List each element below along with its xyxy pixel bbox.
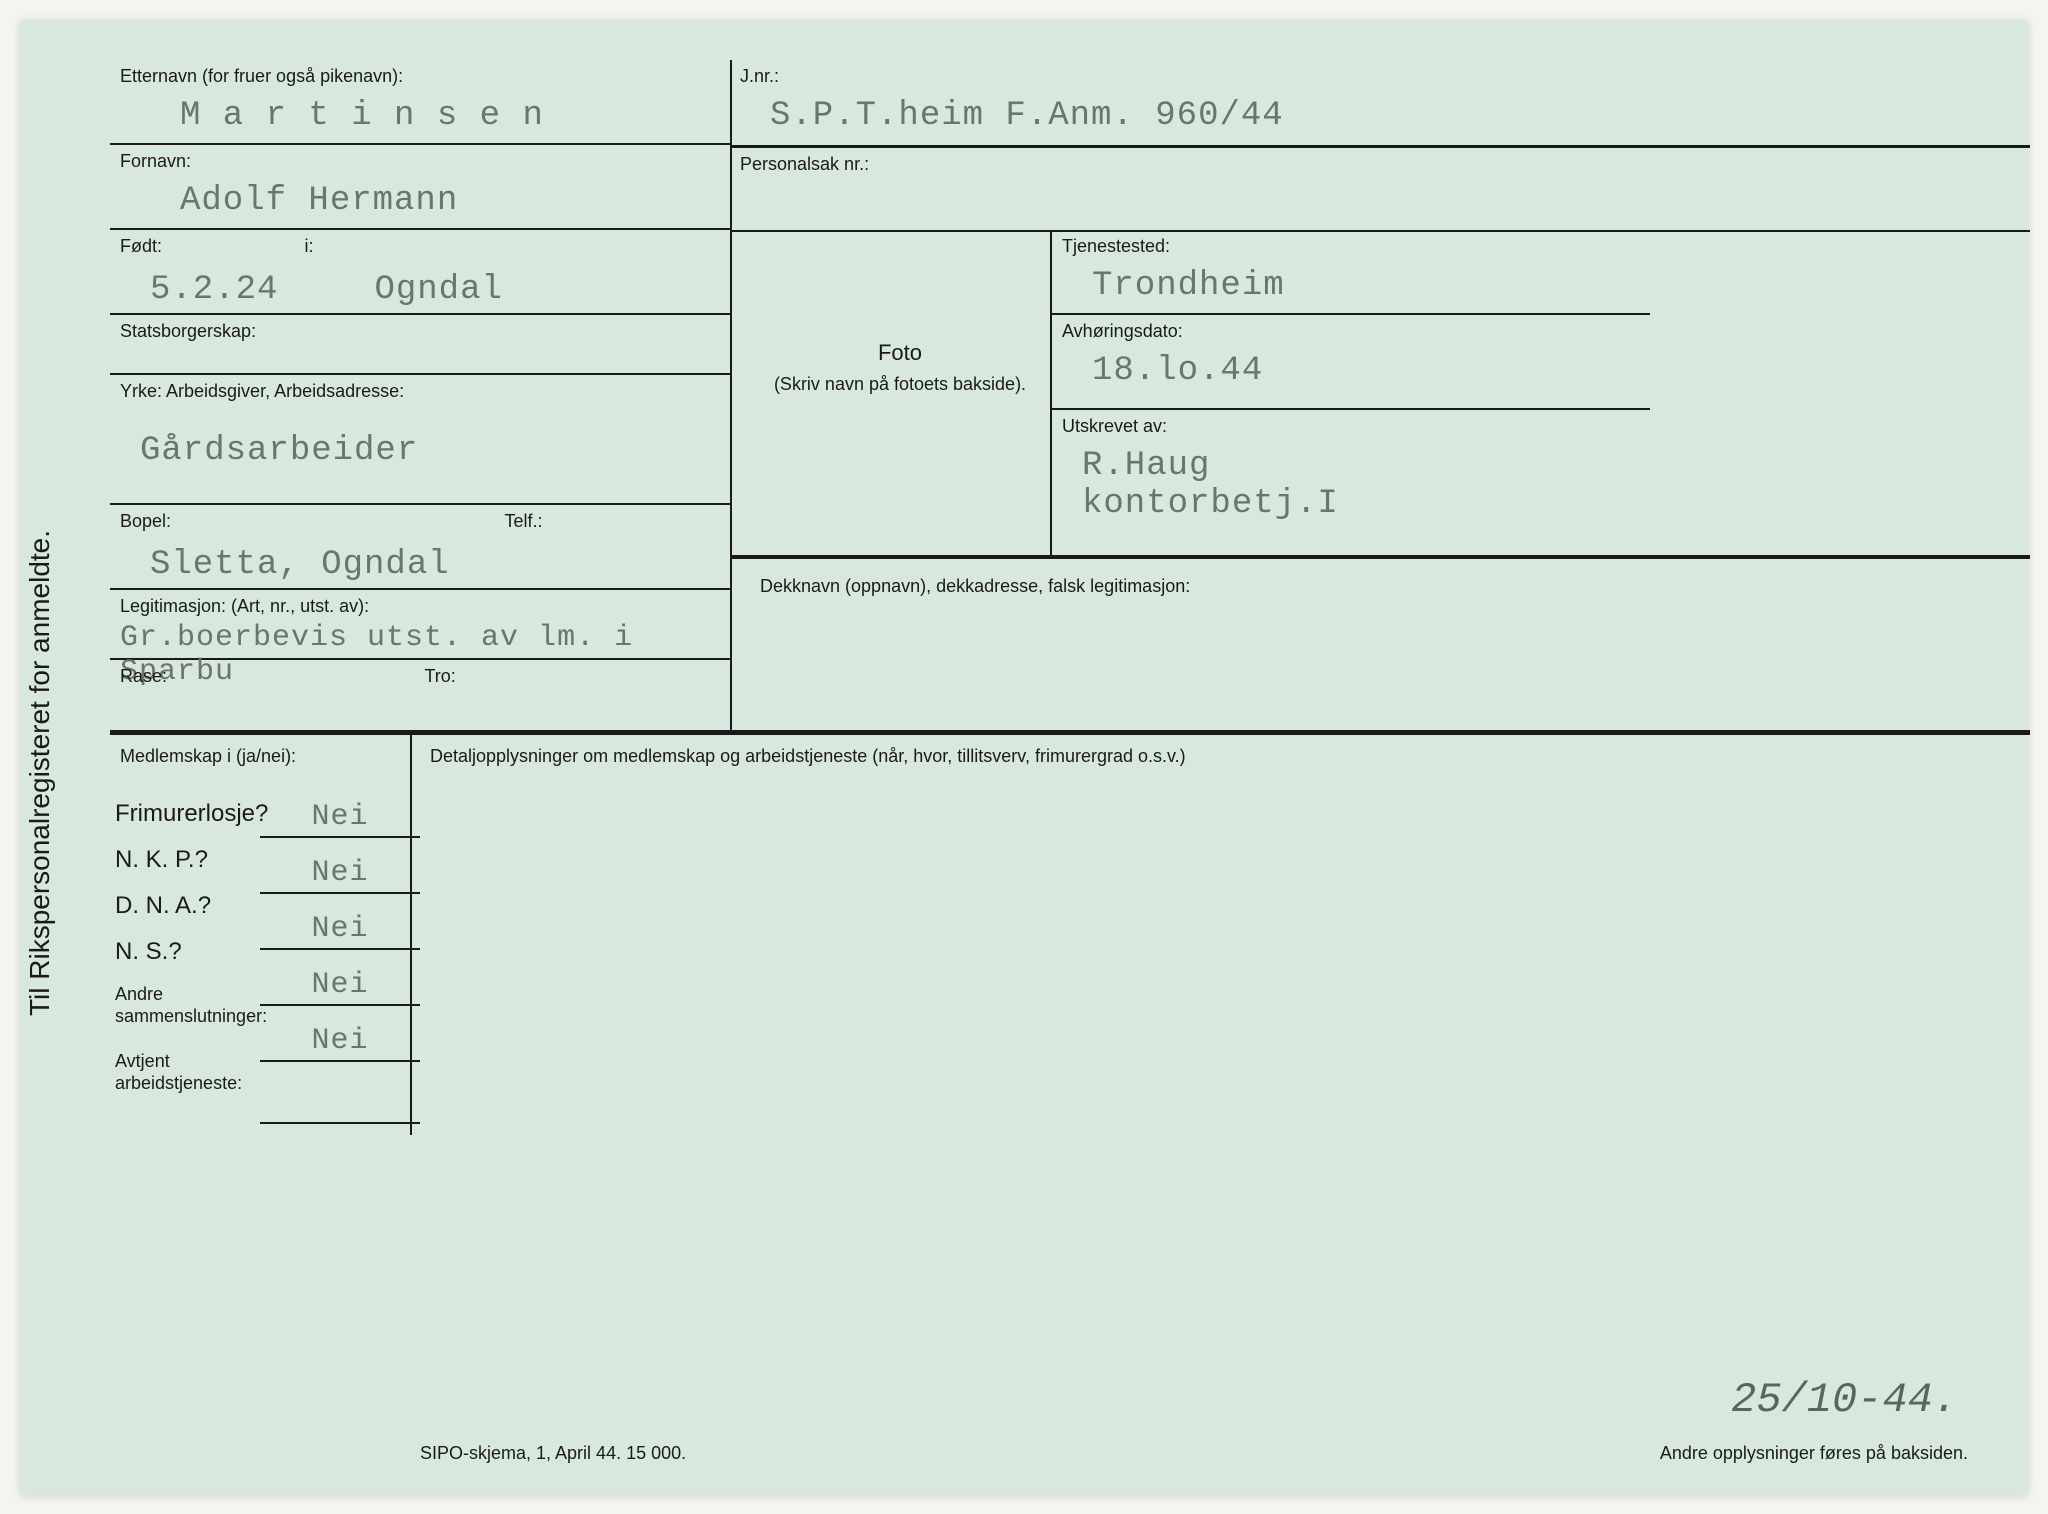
field-medlemskap: Medlemskap i (ja/nei): — [110, 740, 410, 790]
value-tjenestested: Trondheim — [1092, 267, 1640, 305]
label-etternavn: Etternavn (for fruer også pikenavn): — [120, 66, 720, 87]
value-andre: Nei — [311, 1024, 368, 1058]
field-legitimasjon: Legitimasjon: (Art, nr., utst. av): Gr.b… — [110, 590, 730, 660]
label-rase: Rase: — [120, 666, 420, 687]
value-ns: Nei — [311, 968, 368, 1002]
value-frimurer: Nei — [311, 800, 368, 834]
label-statsborgerskap: Statsborgerskap: — [120, 321, 720, 342]
field-detail: Detaljopplysninger om medlemskap og arbe… — [420, 740, 2020, 790]
divider — [730, 230, 2030, 232]
value-dna: Nei — [311, 912, 368, 946]
divider — [730, 555, 2030, 559]
divider — [730, 60, 732, 730]
field-fodt: Født: i: 5.2.24 Ogndal — [110, 230, 730, 315]
value-fornavn: Adolf Hermann — [180, 182, 720, 220]
label-jnr: J.nr.: — [740, 66, 1640, 87]
value-etternavn: M a r t i n s e n — [180, 97, 720, 135]
field-utskrevet: Utskrevet av: R.Haug kontorbetj.I — [1050, 410, 1650, 555]
label-medlemskap: Medlemskap i (ja/nei): — [120, 746, 400, 767]
label-tjenestested: Tjenestested: — [1062, 236, 1640, 257]
value-yrke: Gårdsarbeider — [140, 432, 720, 470]
foto-title: Foto — [760, 340, 1040, 366]
foto-box: Foto (Skriv navn på fotoets bakside). — [760, 340, 1040, 395]
label-detail: Detaljopplysninger om medlemskap og arbe… — [430, 746, 2010, 767]
value-avtjent — [330, 1086, 349, 1120]
divider — [410, 735, 412, 1135]
label-legitimasjon: Legitimasjon: (Art, nr., utst. av): — [120, 596, 720, 617]
value-utskrevet2: kontorbetj.I — [1082, 485, 1640, 523]
value-nkp: Nei — [311, 856, 368, 890]
label-tro: Tro: — [424, 666, 455, 687]
label-utskrevet: Utskrevet av: — [1062, 416, 1640, 437]
field-avhoringsdato: Avhøringsdato: 18.lo.44 — [1050, 315, 1650, 410]
field-dekknavn: Dekknavn (oppnavn), dekkadresse, falsk l… — [750, 570, 1650, 660]
label-fodt-i: i: — [304, 236, 313, 257]
handwritten-date: 25/10-44. — [1731, 1376, 1958, 1424]
sidebar-title: Til Rikspersonalregisteret for anmeldte. — [24, 530, 56, 1016]
field-yrke: Yrke: Arbeidsgiver, Arbeidsadresse: Gård… — [110, 375, 730, 505]
field-rase-tro: Rase: Tro: — [110, 660, 730, 720]
label-fodt: Født: — [120, 236, 300, 257]
field-fornavn: Fornavn: Adolf Hermann — [110, 145, 730, 230]
form-id: SIPO-skjema, 1, April 44. 15 000. — [420, 1443, 686, 1464]
back-note: Andre opplysninger føres på baksiden. — [1660, 1443, 1968, 1464]
registration-card: Til Rikspersonalregisteret for anmeldte.… — [20, 20, 2028, 1494]
label-bopel: Bopel: — [120, 511, 500, 532]
field-statsborgerskap: Statsborgerskap: — [110, 315, 730, 375]
label-fornavn: Fornavn: — [120, 151, 720, 172]
value-bopel: Sletta, Ogndal — [150, 546, 720, 584]
foto-sub: (Skriv navn på fotoets bakside). — [760, 374, 1040, 395]
value-fodt-i: Ogndal — [374, 271, 502, 309]
label-telf: Telf.: — [504, 511, 542, 532]
field-jnr: J.nr.: S.P.T.heim F.Anm. 960/44 — [730, 60, 1650, 145]
field-etternavn: Etternavn (for fruer også pikenavn): M a… — [110, 60, 730, 145]
value-utskrevet1: R.Haug — [1082, 447, 1640, 485]
content-area: Etternavn (for fruer også pikenavn): M a… — [110, 60, 1988, 1464]
value-avhoringsdato: 18.lo.44 — [1092, 352, 1640, 390]
divider-thick — [110, 730, 2030, 735]
label-personalsak: Personalsak nr.: — [740, 154, 1640, 175]
membership-values: Nei Nei Nei Nei Nei — [260, 800, 420, 1124]
value-jnr: S.P.T.heim F.Anm. 960/44 — [770, 97, 1640, 135]
label-avhoringsdato: Avhøringsdato: — [1062, 321, 1640, 342]
label-yrke: Yrke: Arbeidsgiver, Arbeidsadresse: — [120, 381, 720, 402]
field-personalsak: Personalsak nr.: — [730, 148, 1650, 230]
field-bopel: Bopel: Telf.: Sletta, Ogndal — [110, 505, 730, 590]
field-tjenestested: Tjenestested: Trondheim — [1050, 230, 1650, 315]
value-fodt: 5.2.24 — [150, 271, 370, 309]
label-dekknavn: Dekknavn (oppnavn), dekkadresse, falsk l… — [760, 576, 1640, 597]
